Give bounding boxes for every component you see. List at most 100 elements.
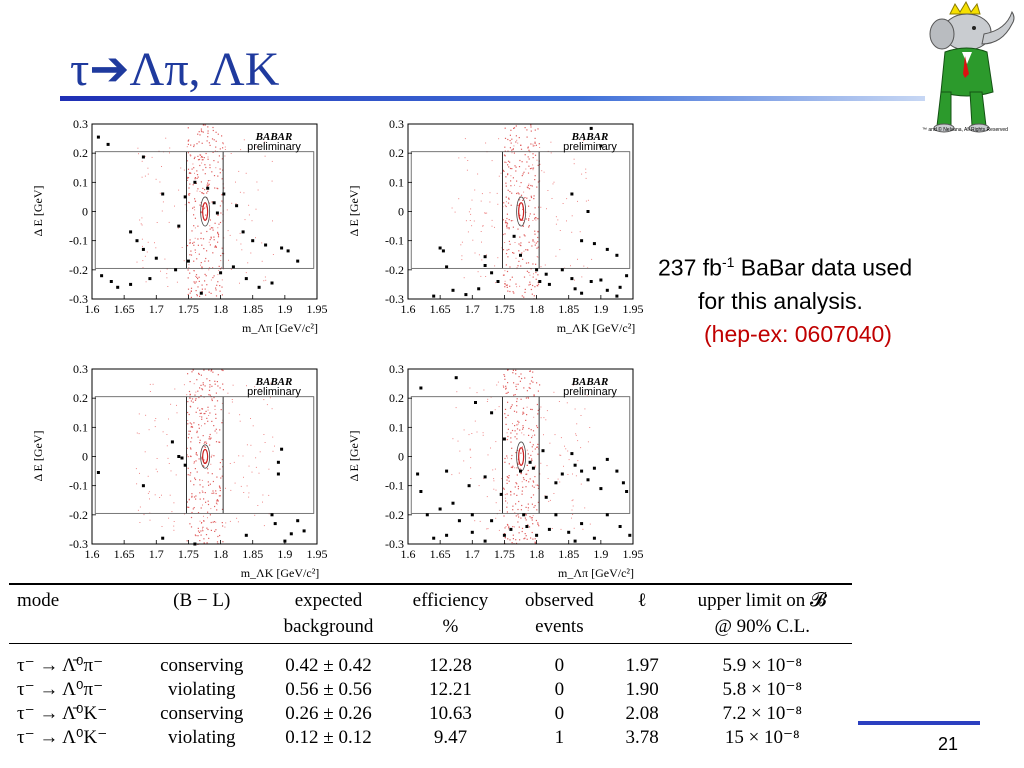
mc-dot xyxy=(147,167,149,169)
mc-dot xyxy=(201,212,203,214)
y-tick-label: -0.2 xyxy=(69,263,88,277)
mc-dot xyxy=(470,213,472,215)
mc-dot xyxy=(187,456,189,458)
mascot-copyright: ™ and © Nelvana, All Rights Reserved xyxy=(922,127,1008,133)
mc-dot xyxy=(162,431,164,433)
mc-dot xyxy=(535,217,537,219)
mc-dot xyxy=(214,245,217,247)
mc-dot xyxy=(512,372,514,374)
mc-dot xyxy=(190,480,192,482)
mc-dot xyxy=(504,127,506,129)
mc-dot xyxy=(195,290,197,292)
mc-dot xyxy=(532,371,534,373)
mc-dot xyxy=(197,225,199,227)
mc-dot xyxy=(271,160,273,162)
x-tick-label: 1.6 xyxy=(85,547,100,561)
mc-dot xyxy=(263,525,265,527)
table-cell: τ⁻ → Λ⁰π⁻ xyxy=(17,679,104,700)
mc-dot xyxy=(526,538,528,540)
mc-dot xyxy=(228,259,229,261)
y-tick-label: -0.1 xyxy=(385,479,404,493)
mc-dot xyxy=(193,260,195,262)
data-point xyxy=(470,513,474,517)
mc-dot xyxy=(531,167,533,169)
mc-dot xyxy=(187,277,189,279)
mc-dot xyxy=(200,534,202,536)
mc-dot xyxy=(169,147,171,149)
mc-dot xyxy=(521,504,523,507)
babar-label: BABAR xyxy=(571,131,609,143)
mc-dot xyxy=(506,222,508,224)
mc-dot xyxy=(201,162,203,164)
mc-dot xyxy=(505,417,507,419)
mc-dot xyxy=(531,485,534,487)
mc-dot xyxy=(199,191,201,192)
mc-dot xyxy=(526,249,529,251)
mc-dot xyxy=(200,237,202,240)
mc-dot xyxy=(526,161,528,163)
table-cell: violating xyxy=(167,727,236,748)
mc-dot xyxy=(464,157,466,159)
x-tick-label: 1.8 xyxy=(213,302,228,316)
mc-dot xyxy=(143,514,145,516)
mc-dot xyxy=(482,434,484,436)
mc-dot xyxy=(268,468,270,470)
mc-dot xyxy=(560,437,562,439)
data-point xyxy=(270,281,274,285)
mc-dot xyxy=(155,418,157,419)
mc-dot xyxy=(200,232,202,234)
mc-dot xyxy=(206,184,208,186)
mc-dot xyxy=(216,400,219,402)
mc-dot xyxy=(511,429,514,432)
mc-dot xyxy=(202,465,204,467)
mc-dot xyxy=(244,219,246,221)
mc-dot xyxy=(200,522,202,524)
mc-dot xyxy=(471,225,473,227)
mc-dot xyxy=(243,192,245,194)
mc-dot xyxy=(264,155,266,157)
mc-dot xyxy=(508,197,510,199)
data-point xyxy=(621,481,625,485)
mc-dot xyxy=(503,515,505,517)
mc-dot xyxy=(197,286,199,288)
mc-dot xyxy=(186,146,188,148)
mc-dot xyxy=(204,207,206,209)
mc-dot xyxy=(515,135,517,137)
mc-dot xyxy=(507,173,509,175)
mc-dot xyxy=(535,219,537,221)
mc-dot xyxy=(191,496,193,498)
x-axis-label: m_Λπ [GeV/c²] xyxy=(242,321,318,335)
mc-dot xyxy=(219,148,221,150)
mc-dot xyxy=(509,167,512,170)
mc-dot xyxy=(517,521,519,523)
mc-dot xyxy=(525,218,527,220)
mc-dot xyxy=(161,526,163,527)
x-tick-label: 1.7 xyxy=(465,547,480,561)
mc-dot xyxy=(196,276,198,278)
mc-dot xyxy=(559,454,561,456)
mc-dot xyxy=(215,246,217,248)
mc-dot xyxy=(219,489,221,492)
mc-dot xyxy=(582,528,584,530)
mc-dot xyxy=(564,445,565,447)
mc-dot xyxy=(209,433,211,436)
mc-dot xyxy=(512,177,514,179)
data-point xyxy=(535,268,539,272)
mc-dot xyxy=(207,528,209,531)
mc-dot xyxy=(204,288,206,290)
mc-dot xyxy=(530,429,532,431)
mc-dot xyxy=(508,166,510,168)
data-point xyxy=(615,294,619,298)
mc-dot xyxy=(534,217,536,219)
mc-dot xyxy=(575,434,577,436)
mc-dot xyxy=(498,406,500,408)
mc-dot xyxy=(517,228,519,230)
mc-dot xyxy=(520,182,522,184)
x-tick-label: 1.9 xyxy=(593,547,608,561)
mc-dot xyxy=(203,157,205,159)
mc-dot xyxy=(516,139,518,141)
x-tick-label: 1.9 xyxy=(277,302,292,316)
mc-dot xyxy=(532,450,534,452)
mc-dot xyxy=(525,486,527,488)
mc-dot xyxy=(521,527,524,529)
